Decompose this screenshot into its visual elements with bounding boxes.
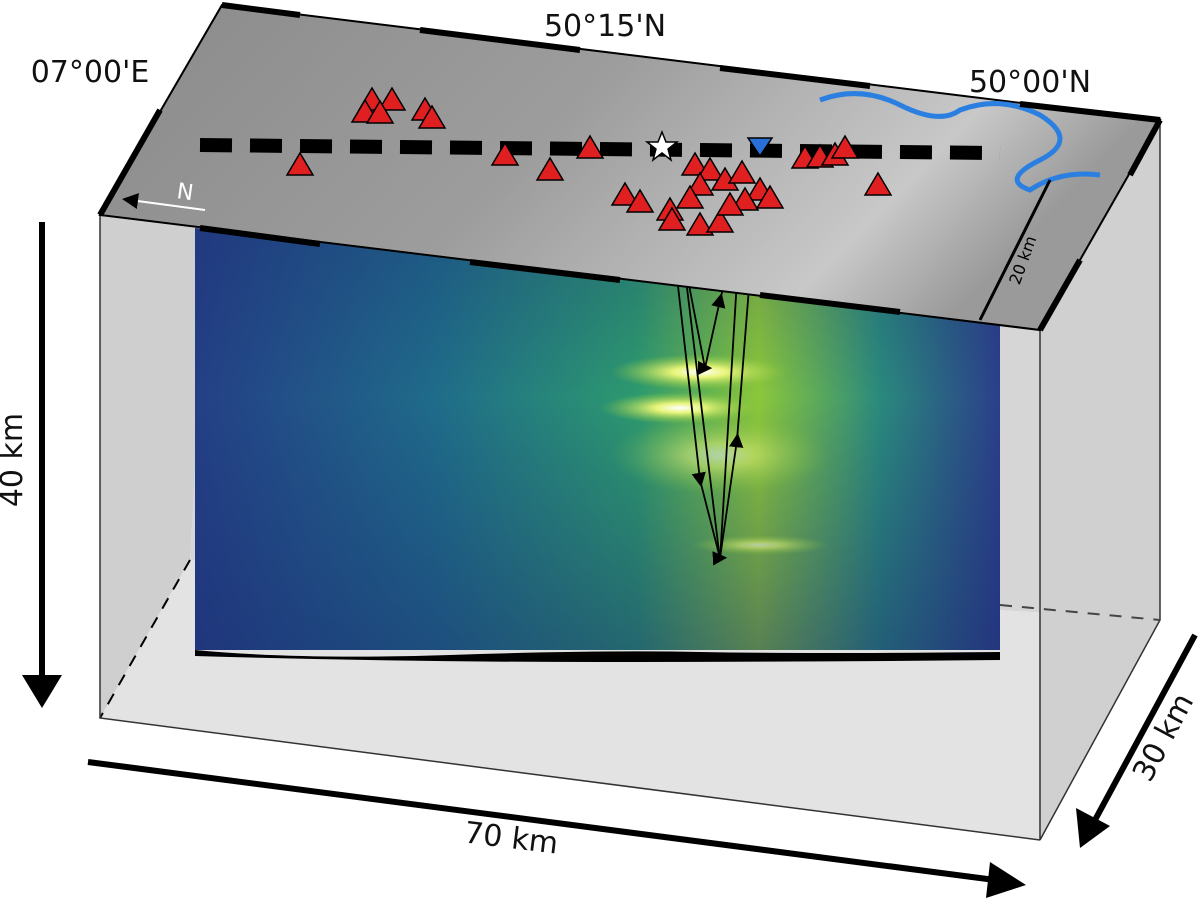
north-label: N <box>175 179 195 206</box>
width-arrow <box>1092 633 1198 822</box>
arrowhead <box>1076 808 1110 848</box>
latitude-label: 50°00'N <box>969 65 1091 100</box>
length-arrow <box>87 759 996 883</box>
arrowhead <box>986 862 1026 898</box>
topographic-map <box>97 2 1163 332</box>
seismic-section <box>195 228 1000 662</box>
box-edge <box>99 215 1041 841</box>
longitude-label: 07°00'E <box>31 55 150 90</box>
arrowhead <box>22 675 62 708</box>
hidden-edge <box>999 604 1161 621</box>
depth-label: 40 km <box>0 413 30 507</box>
latitude-label: 50°15'N <box>544 9 666 44</box>
hidden-edge <box>99 559 191 719</box>
